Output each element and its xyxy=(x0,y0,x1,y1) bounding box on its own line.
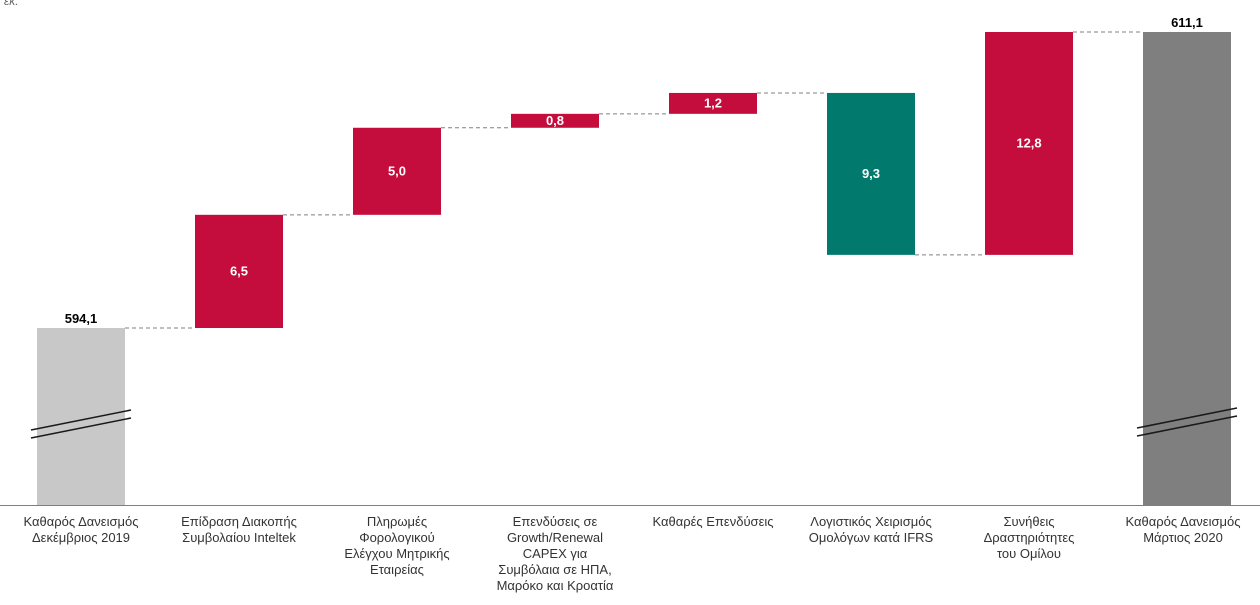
data-label: 9,3 xyxy=(862,166,880,181)
increase-bar xyxy=(511,113,599,128)
axis-break-mark xyxy=(1136,415,1238,437)
category-label: Καθαρός Δανεισμός Δεκέμβριος 2019 xyxy=(23,514,139,545)
increase-bar xyxy=(985,32,1073,255)
data-label: 594,1 xyxy=(65,311,98,326)
total-bar xyxy=(1143,32,1231,505)
category-label: Λογιστικός Χειρισμός Ομολόγων κατά IFRS xyxy=(808,514,934,545)
axis-break-mark xyxy=(1136,407,1238,429)
axis-break-mark xyxy=(30,417,132,439)
data-label: 6,5 xyxy=(230,263,248,278)
category-label: Καθαρές Επενδύσεις xyxy=(652,514,774,529)
unit-label: εκ. xyxy=(4,0,19,8)
data-label: 5,0 xyxy=(388,163,406,178)
data-label: 0,8 xyxy=(546,113,564,128)
data-label: 1,2 xyxy=(704,95,722,110)
data-label: 611,1 xyxy=(1171,15,1203,30)
category-label: Καθαρός Δανεισμός Μάρτιος 2020 xyxy=(1125,514,1241,545)
decrease-bar xyxy=(827,92,915,255)
category-label: Επίδραση Διακοπής Συμβολαίου Inteltek xyxy=(181,514,297,545)
category-label: Επενδύσεις σε Growth/Renewal CAPEX για Σ… xyxy=(496,514,614,593)
data-label: 12,8 xyxy=(1016,135,1041,150)
category-label: Συνήθεις Δραστηριότητες του Ομίλου xyxy=(983,514,1075,561)
category-label: Πληρωμές Φορολογικού Ελέγχου Μητρικής Ετ… xyxy=(344,514,450,577)
increase-bar xyxy=(669,92,757,114)
axis-break-mark xyxy=(30,409,132,431)
total-bar xyxy=(37,328,125,505)
increase-bar xyxy=(195,214,283,328)
increase-bar xyxy=(353,127,441,215)
